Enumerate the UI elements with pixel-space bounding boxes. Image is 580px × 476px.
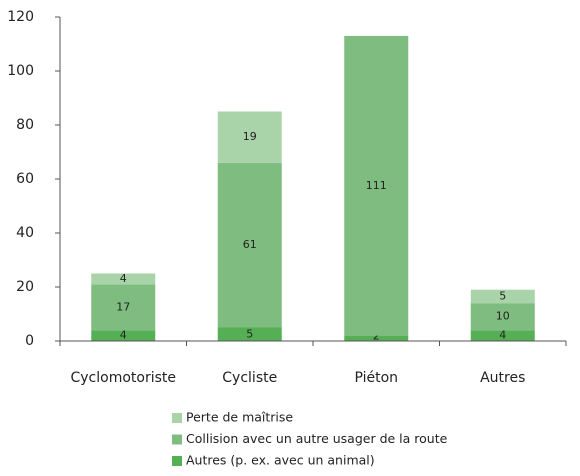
- legend-label: Perte de maîtrise: [186, 410, 293, 425]
- data-label: 4: [120, 272, 127, 285]
- bar-segment: [470, 289, 535, 304]
- data-label: 111: [366, 179, 387, 192]
- data-label: 4: [499, 329, 506, 342]
- data-label: 5: [246, 327, 253, 340]
- data-label: 5: [499, 289, 506, 302]
- data-label: 4: [120, 329, 127, 342]
- bar-segment: [91, 284, 156, 331]
- x-tick-label: Cycliste: [222, 370, 277, 386]
- bar-segment: [217, 162, 282, 328]
- data-label: 2: [373, 329, 380, 342]
- data-label: 61: [243, 238, 257, 251]
- y-tick-label: 0: [25, 333, 34, 349]
- y-tick-label: 80: [16, 117, 34, 133]
- data-label: 19: [243, 130, 257, 143]
- legend-swatch: [172, 434, 182, 445]
- bar-segment: [344, 335, 409, 341]
- bar-segment: [217, 327, 282, 341]
- bar-segment: [470, 303, 535, 331]
- legend-label: Collision avec un autre usager de la rou…: [186, 431, 448, 446]
- x-tick-label: Autres: [480, 370, 525, 386]
- x-tick-label: Cyclomotoriste: [70, 370, 176, 386]
- y-tick-label: 100: [7, 63, 34, 79]
- legend-label: Autres (p. ex. avec un animal): [186, 453, 375, 468]
- legend-swatch: [172, 413, 182, 423]
- bar-segment: [470, 330, 535, 341]
- y-tick-label: 40: [16, 225, 34, 241]
- y-tick-label: 60: [16, 171, 34, 187]
- legend-swatch: [172, 456, 182, 466]
- y-tick-label: 20: [16, 279, 34, 295]
- y-tick-label: 120: [7, 9, 34, 25]
- data-label: 10: [496, 310, 510, 323]
- bar-segment: [91, 330, 156, 341]
- data-label: 17: [116, 300, 130, 313]
- x-tick-label: Piéton: [354, 370, 398, 386]
- bar-segment: [217, 111, 282, 163]
- bar-segment: [344, 35, 409, 336]
- bar-segment: [91, 273, 156, 285]
